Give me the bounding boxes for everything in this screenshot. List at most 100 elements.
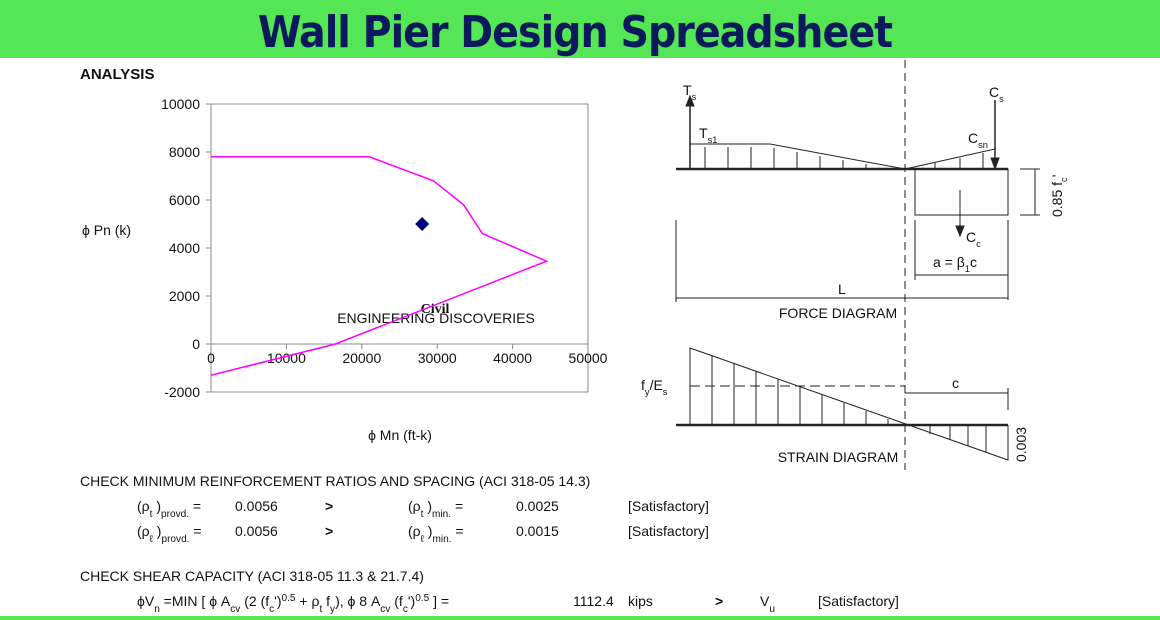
diagram-label: Cc: [966, 229, 981, 249]
subscript: t: [421, 509, 424, 520]
text-part: '): [274, 593, 281, 609]
subscript: s: [999, 94, 1004, 104]
check-operator: >: [715, 593, 723, 609]
x-axis-label: ϕ Mn (ft-k): [368, 427, 432, 443]
y-tick-label: 8000: [169, 144, 200, 160]
text-part: =: [452, 523, 464, 539]
strain-profile: [689, 347, 1009, 461]
subscript: provd.: [161, 509, 189, 520]
subscript: ℓ: [150, 534, 154, 545]
subscript: cv: [380, 604, 390, 615]
diagram-label: Ts1: [699, 125, 717, 145]
text-part: C: [989, 84, 999, 100]
subscript: t: [319, 604, 322, 615]
diagram-label: Cs: [989, 84, 1004, 104]
y-axis-label: ϕ Pn (k): [82, 222, 131, 238]
text-part: T: [683, 82, 692, 98]
plot-area: [210, 103, 589, 393]
text-part: =MIN [ ϕ A: [160, 593, 231, 609]
footer-bar: [0, 616, 1160, 620]
text-part: ): [153, 523, 162, 539]
text-part: =: [451, 498, 463, 514]
header-bar: [0, 0, 1160, 58]
diagram-label: L: [838, 281, 846, 297]
text-part: + ρ: [296, 593, 320, 609]
shear-formula: ϕVn =MIN [ ϕ Acv (2 (fc')0.5 + ρt fy), ϕ…: [137, 593, 449, 615]
text-part: C: [966, 229, 976, 245]
text-part: '): [408, 593, 415, 609]
text-part: 0.003: [1013, 427, 1029, 462]
x-tick-label: 40000: [493, 350, 532, 366]
check-value: 0.0056: [235, 523, 278, 539]
text-part: (ρ: [137, 523, 150, 539]
text-part: L: [838, 281, 846, 297]
subscript: min.: [432, 509, 451, 520]
text-part: 0.85 f: [1049, 182, 1065, 217]
subscript: n: [154, 604, 160, 615]
check-lhs: (ρℓ )provd. =: [137, 523, 202, 545]
diagram-label: fy/Es: [641, 377, 668, 397]
shear-demand: Vu: [760, 593, 775, 615]
subscript: u: [769, 604, 775, 615]
subscript: t: [150, 509, 153, 520]
shear-value: 1112.4: [573, 593, 614, 609]
check-operator: >: [325, 523, 333, 539]
diagrams: [675, 60, 1040, 470]
check-status: [Satisfactory]: [818, 593, 899, 609]
subscript: s1: [708, 135, 718, 145]
diagram-caption: FORCE DIAGRAM: [779, 305, 897, 321]
text-part: c: [970, 254, 977, 270]
subscript: c: [1059, 177, 1069, 182]
subscript: s: [663, 387, 668, 397]
y-tick-label: 2000: [169, 288, 200, 304]
y-tick-label: 6000: [169, 192, 200, 208]
subscript: c: [269, 604, 274, 615]
subscript: cv: [230, 604, 240, 615]
check-status: [Satisfactory]: [628, 523, 709, 539]
x-tick-label: 20000: [342, 350, 381, 366]
text-part: (ρ: [408, 498, 421, 514]
text-part: ): [152, 498, 161, 514]
text-part: a = β: [933, 254, 965, 270]
text-part: (f: [390, 593, 403, 609]
text-part: =: [189, 523, 201, 539]
page-title: Wall Pier Design Spreadsheet: [258, 7, 893, 58]
arrow-head: [685, 94, 695, 107]
design-point: [415, 217, 430, 231]
text-part: f: [322, 593, 330, 609]
subscript: y: [645, 387, 650, 397]
text-part: ] =: [429, 593, 449, 609]
tension-arrows: [704, 147, 867, 169]
check-status: [Satisfactory]: [628, 498, 709, 514]
text-part: ): [424, 523, 433, 539]
check-rhs: (ρℓ )min. =: [408, 523, 464, 545]
shear-unit: kips: [628, 593, 653, 609]
x-tick-label: 50000: [569, 350, 608, 366]
subscript: y: [330, 604, 336, 615]
subscript: s: [692, 92, 697, 102]
y-tick-label: 4000: [169, 240, 200, 256]
text-part: (ρ: [137, 498, 150, 514]
subscript: sn: [978, 140, 988, 150]
strain-hatch: [711, 356, 987, 452]
diagram-label: Ts: [683, 82, 697, 102]
text-part: T: [699, 125, 708, 141]
section-title: ANALYSIS: [80, 66, 154, 83]
diagram-label: 0.003: [1013, 427, 1029, 462]
logo: Civil: [421, 302, 450, 317]
stress-block: [914, 168, 1009, 216]
diagram-label: a = β1c: [933, 254, 977, 274]
interaction-curve: [210, 156, 549, 376]
text-part: (2 (f: [240, 593, 269, 609]
diagram-label: Csn: [968, 130, 988, 150]
check-value: 0.0056: [235, 498, 278, 514]
subscript: c: [403, 604, 408, 615]
text-part: c: [952, 375, 959, 391]
text-part: =: [189, 498, 201, 514]
check-operator: >: [325, 498, 333, 514]
text-part: ): [423, 498, 432, 514]
text-part: ϕV: [137, 593, 155, 609]
check-limit: 0.0015: [516, 523, 559, 539]
text-part: ': [1049, 175, 1065, 178]
check-lhs: (ρt )provd. =: [137, 498, 201, 520]
